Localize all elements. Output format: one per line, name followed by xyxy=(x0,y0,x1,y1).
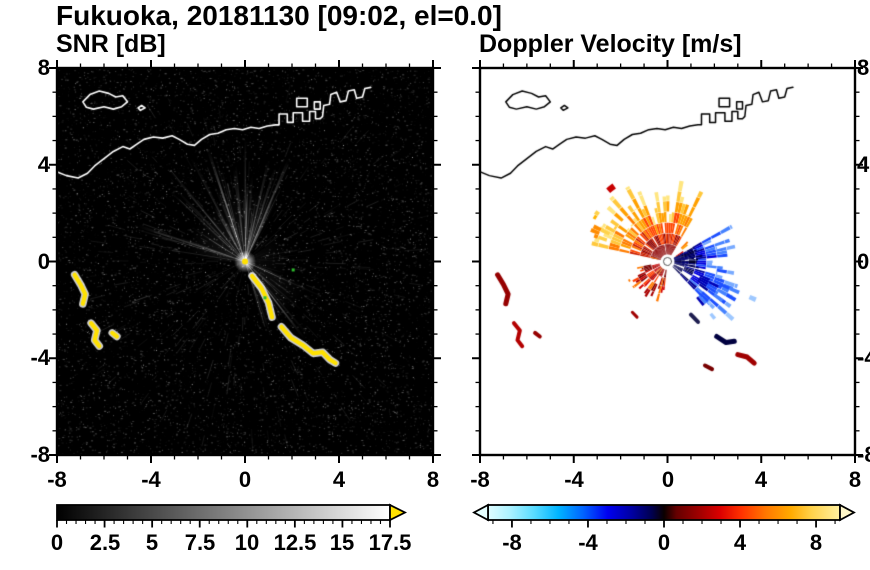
snr-colorbar-tick-label: 7.5 xyxy=(184,530,216,555)
snr-y-tick-label: 4 xyxy=(37,152,50,177)
snr-x-tick-label: 0 xyxy=(238,467,252,492)
snr-colorbar xyxy=(56,503,408,528)
snr-y-tick-label: 0 xyxy=(37,249,50,274)
snr-axes-frame xyxy=(49,60,441,463)
snr-colorbar-tick-label: 2.5 xyxy=(89,530,121,555)
doppler-y-tick-label: -8 xyxy=(857,442,870,467)
doppler-axes-frame xyxy=(472,60,863,463)
doppler-colorbar-tick-label: 0 xyxy=(657,530,671,555)
doppler-x-tick-label: -8 xyxy=(470,467,490,492)
snr-colorbar-tick-label: 5 xyxy=(145,530,159,555)
snr-x-tick-label: 8 xyxy=(426,467,440,492)
doppler-y-tick-label: 4 xyxy=(857,152,870,177)
snr-colorbar-tick-label: 12.5 xyxy=(273,530,317,555)
doppler-colorbar-tick-label: 4 xyxy=(733,530,747,555)
figure-title: Fukuoka, 20181130 [09:02, el=0.0] xyxy=(56,0,502,31)
snr-ppi-plot xyxy=(57,68,433,455)
snr-x-tick-label: 4 xyxy=(332,467,346,492)
snr-x-tick-label: -4 xyxy=(141,467,161,492)
snr-colorbar-tick-label: 17.5 xyxy=(368,530,412,555)
doppler-x-tick-label: 8 xyxy=(848,467,862,492)
doppler-colorbar-tick-label: 8 xyxy=(809,530,823,555)
doppler-colorbar-tick-label: -8 xyxy=(502,530,522,555)
doppler-y-tick-label: -4 xyxy=(857,345,870,370)
doppler-colorbar-tick-label: -4 xyxy=(578,530,598,555)
doppler-x-tick-label: 4 xyxy=(754,467,768,492)
doppler-panel-title: Doppler Velocity [m/s] xyxy=(479,30,742,58)
doppler-x-tick-label: -4 xyxy=(564,467,584,492)
snr-y-tick-label: 8 xyxy=(37,55,50,80)
snr-panel-title: SNR [dB] xyxy=(56,30,166,58)
doppler-y-tick-label: 8 xyxy=(857,55,870,80)
snr-colorbar-tick-label: 0 xyxy=(50,530,64,555)
snr-colorbar-tick-label: 15 xyxy=(329,530,355,555)
doppler-y-tick-label: 0 xyxy=(857,249,870,274)
doppler-colorbar xyxy=(472,503,856,528)
doppler-ppi-plot xyxy=(480,68,855,455)
doppler-x-tick-label: 0 xyxy=(661,467,675,492)
snr-x-tick-label: -8 xyxy=(47,467,67,492)
snr-y-tick-label: -4 xyxy=(30,345,50,370)
snr-y-tick-label: -8 xyxy=(30,442,50,467)
snr-colorbar-tick-label: 10 xyxy=(234,530,260,555)
